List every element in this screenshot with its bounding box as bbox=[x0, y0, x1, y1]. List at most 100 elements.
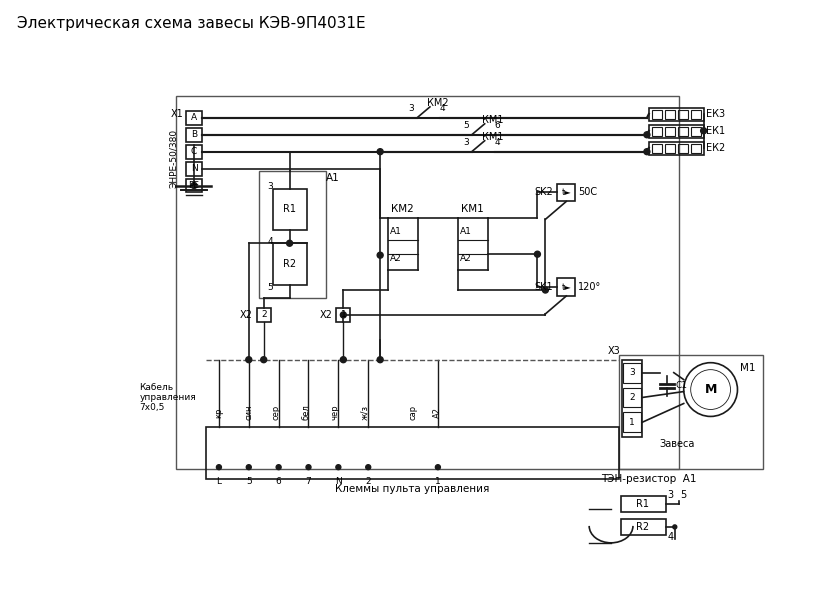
Text: 6: 6 bbox=[276, 477, 282, 485]
Circle shape bbox=[286, 240, 292, 246]
Text: X2: X2 bbox=[319, 310, 332, 320]
Text: 5: 5 bbox=[462, 121, 468, 130]
Text: КМ2: КМ2 bbox=[426, 98, 448, 108]
Bar bbox=[620, 519, 665, 535]
Text: 4: 4 bbox=[267, 237, 273, 246]
Text: 3: 3 bbox=[462, 138, 468, 147]
Bar bbox=[648, 125, 703, 138]
Text: C: C bbox=[190, 147, 197, 156]
Bar bbox=[272, 243, 306, 285]
Bar bbox=[621, 360, 641, 437]
Text: ЕК3: ЕК3 bbox=[705, 109, 724, 119]
Text: PE: PE bbox=[188, 181, 200, 190]
Text: t►: t► bbox=[561, 188, 570, 197]
Bar bbox=[257, 308, 271, 322]
Bar bbox=[272, 188, 306, 230]
Text: M: M bbox=[704, 383, 716, 396]
Bar bbox=[620, 496, 665, 512]
Bar bbox=[623, 363, 640, 382]
Bar bbox=[619, 355, 763, 469]
Text: N: N bbox=[190, 164, 197, 173]
Circle shape bbox=[377, 149, 383, 155]
Text: A1: A1 bbox=[326, 173, 339, 182]
Circle shape bbox=[245, 357, 252, 363]
Text: 3: 3 bbox=[267, 182, 273, 191]
Bar bbox=[664, 110, 674, 119]
Text: 5: 5 bbox=[267, 282, 273, 291]
Text: КМ1: КМ1 bbox=[460, 204, 483, 214]
Circle shape bbox=[335, 465, 340, 469]
Circle shape bbox=[261, 357, 267, 363]
Text: 4: 4 bbox=[494, 138, 500, 147]
Bar bbox=[677, 127, 687, 136]
Bar bbox=[651, 127, 661, 136]
Text: A2: A2 bbox=[433, 407, 442, 418]
Text: A1: A1 bbox=[460, 227, 471, 236]
Text: Клеммы пульта управления: Клеммы пульта управления bbox=[335, 484, 489, 494]
Bar bbox=[664, 144, 674, 153]
Bar bbox=[651, 144, 661, 153]
Text: ЭНРЕ-50/380: ЭНРЕ-50/380 bbox=[168, 129, 177, 188]
Text: C1: C1 bbox=[675, 381, 687, 390]
Circle shape bbox=[216, 465, 221, 469]
Text: A2: A2 bbox=[460, 254, 471, 263]
Text: Кабель
управления
7х0,5: Кабель управления 7х0,5 bbox=[139, 382, 195, 413]
Circle shape bbox=[306, 465, 310, 469]
Text: бел: бел bbox=[301, 404, 310, 420]
Text: 1: 1 bbox=[340, 310, 346, 320]
Bar bbox=[185, 128, 202, 141]
Circle shape bbox=[246, 465, 251, 469]
Text: SK2: SK2 bbox=[534, 188, 552, 198]
Text: X1: X1 bbox=[170, 109, 183, 119]
Text: 4: 4 bbox=[440, 104, 445, 114]
Text: 2: 2 bbox=[365, 477, 371, 485]
Bar bbox=[623, 388, 640, 407]
Bar bbox=[690, 144, 700, 153]
Text: сар: сар bbox=[408, 405, 417, 420]
Circle shape bbox=[534, 251, 540, 257]
Bar bbox=[556, 278, 575, 296]
Text: R1: R1 bbox=[282, 204, 296, 214]
Text: ЕК2: ЕК2 bbox=[705, 143, 724, 153]
Circle shape bbox=[365, 465, 370, 469]
Circle shape bbox=[190, 182, 197, 188]
Text: КМ1: КМ1 bbox=[481, 115, 503, 125]
Circle shape bbox=[435, 465, 440, 469]
Text: R1: R1 bbox=[636, 499, 648, 509]
Text: сер: сер bbox=[271, 405, 280, 420]
Circle shape bbox=[672, 525, 676, 529]
Text: 7: 7 bbox=[306, 477, 311, 485]
Bar bbox=[205, 427, 619, 479]
Text: 6: 6 bbox=[494, 121, 500, 130]
Bar bbox=[185, 162, 202, 176]
Text: N: N bbox=[335, 477, 341, 485]
Bar bbox=[258, 170, 326, 298]
Text: X3: X3 bbox=[607, 346, 619, 356]
Bar bbox=[648, 108, 703, 121]
Text: R2: R2 bbox=[636, 522, 648, 532]
Text: A: A bbox=[190, 113, 197, 123]
Circle shape bbox=[276, 465, 281, 469]
Text: L: L bbox=[216, 477, 221, 485]
Circle shape bbox=[643, 149, 649, 155]
Text: A1: A1 bbox=[390, 227, 402, 236]
Bar bbox=[648, 141, 703, 155]
Circle shape bbox=[643, 132, 649, 138]
Bar bbox=[664, 127, 674, 136]
Text: 1: 1 bbox=[435, 477, 440, 485]
Bar bbox=[677, 144, 687, 153]
Text: КМ1: КМ1 bbox=[481, 132, 503, 141]
Circle shape bbox=[377, 357, 383, 363]
Bar bbox=[690, 110, 700, 119]
Text: A2: A2 bbox=[390, 254, 402, 263]
Text: 120°: 120° bbox=[578, 282, 601, 292]
Circle shape bbox=[542, 287, 547, 293]
Text: 2: 2 bbox=[261, 310, 266, 320]
Text: R2: R2 bbox=[282, 259, 296, 269]
Text: кр: кр bbox=[214, 407, 224, 418]
Circle shape bbox=[340, 312, 346, 318]
Bar bbox=[336, 308, 350, 322]
Bar bbox=[185, 179, 202, 192]
Text: Завеса: Завеса bbox=[658, 439, 694, 449]
Text: t►: t► bbox=[561, 282, 570, 291]
